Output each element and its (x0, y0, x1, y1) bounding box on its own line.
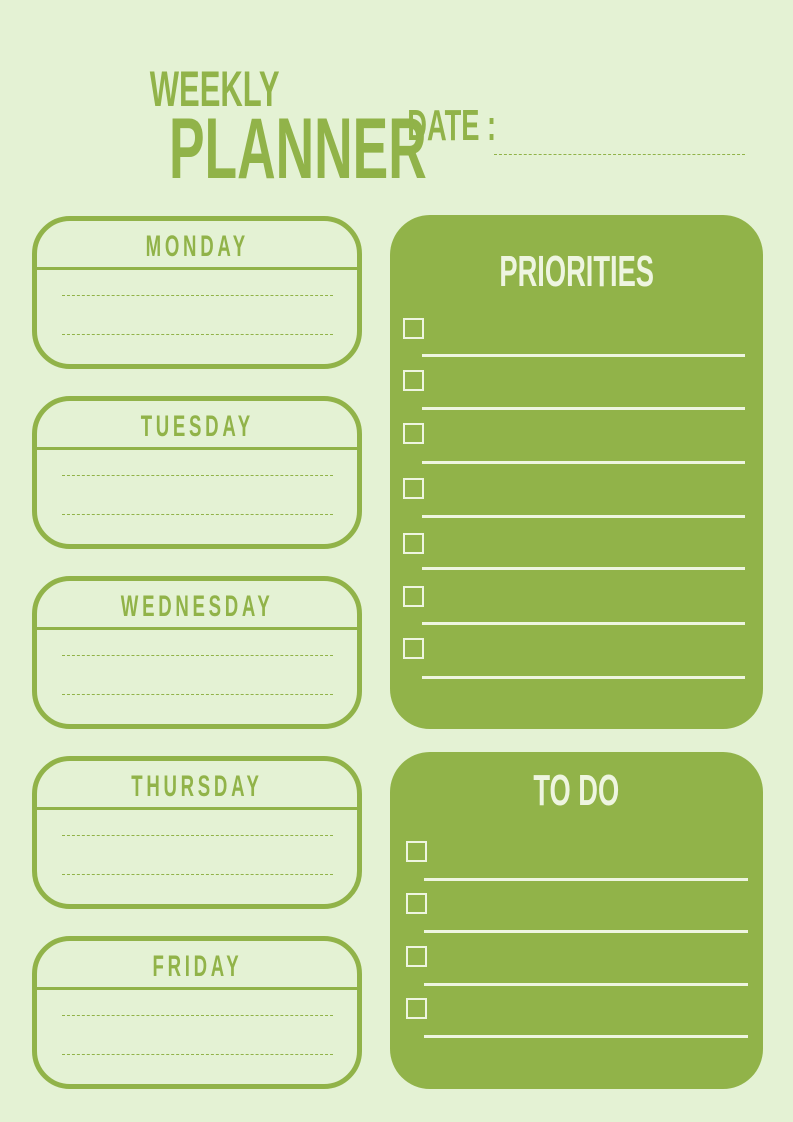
title-weekly: Weekly (149, 61, 280, 117)
priority-line[interactable] (422, 622, 745, 625)
todo-checkbox[interactable] (406, 946, 427, 967)
note-line[interactable] (62, 334, 333, 335)
todo-line[interactable] (424, 1035, 748, 1038)
day-box-tuesday: Tuesday (32, 396, 362, 549)
priority-checkbox[interactable] (403, 423, 424, 444)
date-label: Date : (407, 101, 497, 150)
note-line[interactable] (62, 514, 333, 515)
note-line[interactable] (62, 1015, 333, 1016)
priority-checkbox[interactable] (403, 586, 424, 607)
priority-line[interactable] (422, 567, 745, 570)
priorities-title: Priorities (499, 247, 654, 296)
day-box-thursday: Thursday (32, 756, 362, 909)
todo-checkbox[interactable] (406, 893, 427, 914)
todo-checkbox[interactable] (406, 841, 427, 862)
priority-checkbox[interactable] (403, 318, 424, 339)
divider (37, 267, 357, 270)
priority-line[interactable] (422, 407, 745, 410)
divider (37, 807, 357, 810)
day-name: Tuesday (140, 410, 254, 443)
day-name: Monday (145, 230, 249, 263)
priority-line[interactable] (422, 676, 745, 679)
day-name: Wednesday (120, 590, 274, 623)
priority-checkbox[interactable] (403, 370, 424, 391)
title-planner: Planner (168, 101, 427, 197)
todo-line[interactable] (424, 983, 748, 986)
todo-panel: To Do (390, 752, 763, 1089)
date-field-line[interactable] (494, 154, 745, 155)
note-line[interactable] (62, 655, 333, 656)
note-line[interactable] (62, 475, 333, 476)
divider (37, 987, 357, 990)
note-line[interactable] (62, 295, 333, 296)
day-box-friday: Friday (32, 936, 362, 1089)
todo-checkbox[interactable] (406, 998, 427, 1019)
priority-line[interactable] (422, 354, 745, 357)
note-line[interactable] (62, 835, 333, 836)
day-box-monday: Monday (32, 216, 362, 369)
todo-line[interactable] (424, 930, 748, 933)
todo-title: To Do (533, 766, 620, 815)
priority-checkbox[interactable] (403, 478, 424, 499)
divider (37, 627, 357, 630)
todo-line[interactable] (424, 878, 748, 881)
note-line[interactable] (62, 1054, 333, 1055)
note-line[interactable] (62, 874, 333, 875)
priority-checkbox[interactable] (403, 638, 424, 659)
divider (37, 447, 357, 450)
priorities-panel: Priorities (390, 215, 763, 729)
note-line[interactable] (62, 694, 333, 695)
day-name: Friday (152, 950, 242, 983)
priority-line[interactable] (422, 515, 745, 518)
priority-checkbox[interactable] (403, 533, 424, 554)
day-box-wednesday: Wednesday (32, 576, 362, 729)
priority-line[interactable] (422, 461, 745, 464)
day-name: Thursday (131, 770, 263, 803)
